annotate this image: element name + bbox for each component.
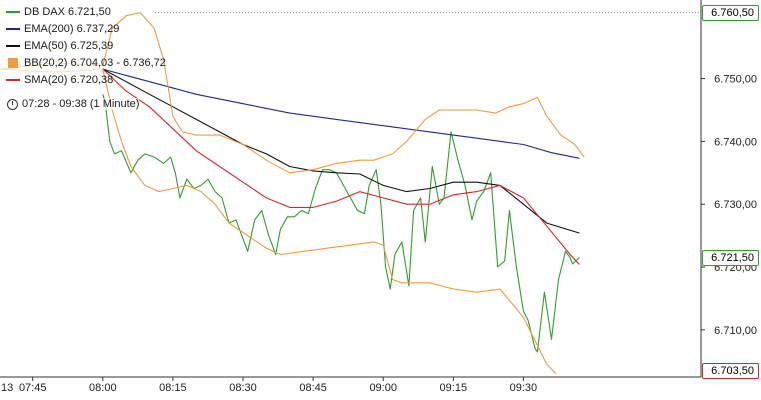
axes: 6.750,006.740,006.730,006.720,006.710,00… <box>0 0 757 394</box>
legend-swatch <box>6 44 20 47</box>
price-tag-high: 6.760,50 <box>702 4 759 21</box>
clock-icon <box>7 98 18 110</box>
legend: DB DAX 6.721,50 EMA(200) 6.737,29 EMA(50… <box>6 3 166 88</box>
x-tick-label-0: 07:45 <box>19 382 47 394</box>
x-tick-label-1: 08:00 <box>89 382 117 394</box>
series-line-2 <box>102 68 580 234</box>
legend-label: EMA(50) 6.725,39 <box>24 39 114 52</box>
series-line-5 <box>102 68 557 375</box>
legend-item-sma20[interactable]: SMA(20) 6.720,38 <box>6 71 166 88</box>
x-tick-label-3: 08:30 <box>229 382 257 394</box>
x-tick-label-5: 09:00 <box>369 382 397 394</box>
pre-session-traces <box>0 62 103 73</box>
x-tick-label-2: 08:15 <box>159 382 187 394</box>
series-lines <box>0 12 701 375</box>
y-tick-label-4: 6.710,00 <box>714 325 757 337</box>
pre-session-trace-0 <box>0 62 103 70</box>
y-tick-label-0: 6.750,00 <box>714 74 757 86</box>
legend-item-db-dax[interactable]: DB DAX 6.721,50 <box>6 3 166 20</box>
time-range-label: 07:28 - 09:38 (1 Minute) <box>22 98 140 110</box>
x-tick-label-7: 09:30 <box>510 382 538 394</box>
series-line-0 <box>102 94 580 353</box>
legend-item-ema200[interactable]: EMA(200) 6.737,29 <box>6 20 166 37</box>
price-tag-label: 6.721,50 <box>711 251 754 264</box>
legend-label: DB DAX 6.721,50 <box>24 5 111 18</box>
legend-item-bb[interactable]: BB(20,2) 6.704,03 - 6.736,72 <box>6 54 166 71</box>
legend-swatch <box>8 57 18 68</box>
legend-swatch <box>6 78 20 81</box>
x-tick-label-edge: 13 <box>1 382 13 394</box>
series-line-1 <box>102 68 580 159</box>
series-line-3 <box>102 68 580 265</box>
price-tag-low: 6.703,50 <box>702 362 759 379</box>
x-tick-label-4: 08:45 <box>299 382 327 394</box>
y-tick-label-1: 6.740,00 <box>714 136 757 148</box>
legend-item-ema50[interactable]: EMA(50) 6.725,39 <box>6 37 166 54</box>
pre-session-trace-1 <box>0 68 103 73</box>
price-tag-label: 6.703,50 <box>711 364 754 377</box>
time-range-info: 07:28 - 09:38 (1 Minute) <box>7 98 140 110</box>
price-tag-label: 6.760,50 <box>711 6 754 19</box>
legend-label: EMA(200) 6.737,29 <box>24 22 120 35</box>
legend-swatch <box>6 27 20 30</box>
y-tick-label-2: 6.730,00 <box>714 199 757 211</box>
x-tick-label-6: 09:15 <box>440 382 468 394</box>
series-line-4 <box>102 12 585 174</box>
price-tag-last: 6.721,50 <box>702 249 759 266</box>
legend-swatch <box>6 10 20 13</box>
legend-label: SMA(20) 6.720,38 <box>24 73 114 86</box>
legend-label: BB(20,2) 6.704,03 - 6.736,72 <box>24 56 166 69</box>
